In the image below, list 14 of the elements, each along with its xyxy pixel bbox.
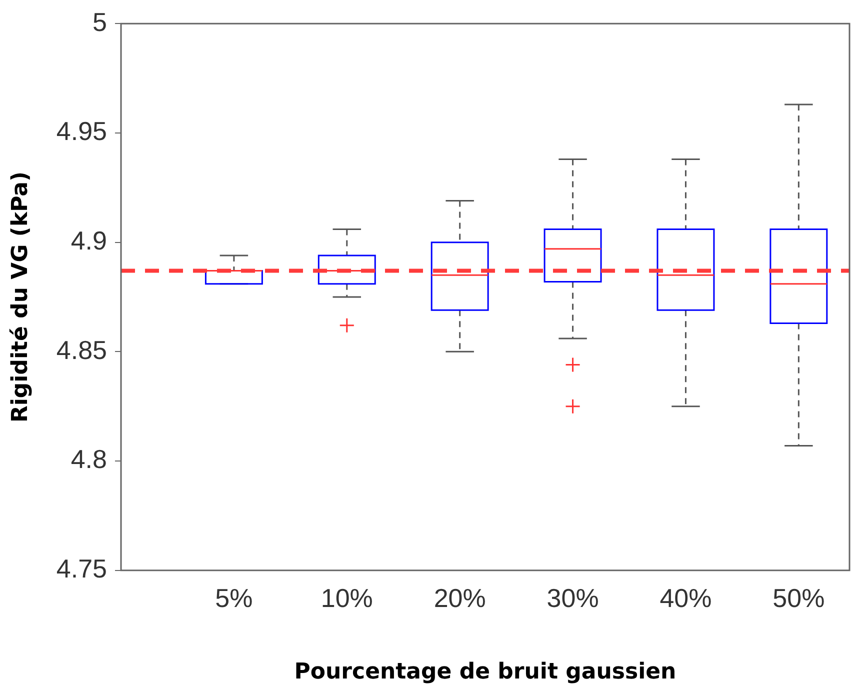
x-tick-label: 50% (772, 583, 825, 614)
y-tick-label: 4.75 (56, 554, 108, 584)
x-tick-label: 10% (320, 583, 373, 614)
y-tick-label: 4.95 (56, 116, 108, 146)
x-tick-label: 20% (434, 583, 486, 614)
y-axis-title: Rigidité du VG (kPa) (8, 171, 33, 423)
y-tick-label: 4.85 (56, 334, 108, 365)
x-tick-label: 40% (660, 583, 712, 614)
x-axis-title: Pourcentage de bruit gaussien (294, 660, 676, 685)
x-tick-label: 5% (215, 583, 253, 614)
y-tick-label: 4.8 (70, 444, 108, 474)
y-tick-label: 4.9 (70, 225, 108, 256)
x-tick-label: 30% (546, 583, 599, 614)
y-tick-label: 5 (92, 6, 108, 37)
